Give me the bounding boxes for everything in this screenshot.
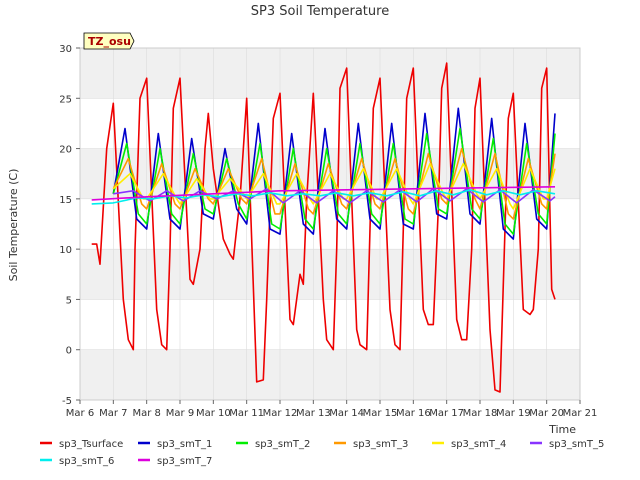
- x-tick-label: Mar 17: [429, 408, 464, 419]
- annotation-text: TZ_osu: [88, 35, 131, 48]
- legend-label: sp3_smT_2: [255, 439, 310, 450]
- x-tick-label: Mar 8: [132, 408, 160, 419]
- x-tick-label: Mar 9: [166, 408, 194, 419]
- background-band: [80, 48, 580, 99]
- y-tick-label: 30: [59, 44, 72, 55]
- x-tick-label: Mar 18: [463, 408, 498, 419]
- legend-item-sp3-smT-2: sp3_smT_2: [236, 439, 310, 450]
- legend-label: sp3_smT_6: [59, 456, 114, 467]
- legend-label: sp3_smT_5: [549, 439, 604, 450]
- x-tick-label: Mar 20: [529, 408, 564, 419]
- x-tick-label: Mar 12: [263, 408, 298, 419]
- legend-label: sp3_smT_7: [157, 456, 212, 467]
- tz-annotation: TZ_osu: [83, 32, 135, 50]
- background-band: [80, 349, 580, 400]
- x-tick-label: Mar 15: [363, 408, 398, 419]
- legend-label: sp3_smT_4: [451, 439, 506, 450]
- y-tick-label: 0: [66, 346, 72, 357]
- x-tick-label: Mar 14: [329, 408, 364, 419]
- y-axis-ticks: -5 0 5 10 15 20 25 30: [59, 44, 80, 407]
- series-line-sp3-smT-6: [91, 189, 556, 205]
- y-axis-label: Soil Temperature (C): [7, 169, 20, 282]
- series-line-sp3-smT-5: [113, 188, 556, 204]
- legend-item-sp3-smT-4: sp3_smT_4: [432, 439, 506, 450]
- x-tick-label: Mar 10: [196, 408, 231, 419]
- legend-label: sp3_smT_3: [353, 439, 408, 450]
- legend-item-sp3-smT-3: sp3_smT_3: [334, 439, 408, 450]
- chart-title: SP3 Soil Temperature: [251, 4, 389, 19]
- series-line-sp3-smT-7: [91, 186, 556, 201]
- legend-item-sp3-smT-5: sp3_smT_5: [530, 439, 604, 450]
- legend-label: sp3_smT_1: [157, 439, 212, 450]
- y-tick-label: 5: [66, 295, 72, 306]
- legend-item-sp3-smT-7: sp3_smT_7: [138, 456, 212, 467]
- series-line-sp3-Tsurface: [91, 62, 556, 393]
- x-axis-label: Time: [548, 423, 576, 436]
- plot-frame: [79, 47, 581, 401]
- x-tick-label: Mar 13: [296, 408, 331, 419]
- y-tick-label: -5: [62, 396, 72, 407]
- legend-label: sp3_Tsurface: [59, 439, 123, 450]
- x-tick-label: Mar 21: [563, 408, 598, 419]
- y-tick-label: 20: [59, 145, 72, 156]
- background-bands: [80, 48, 580, 400]
- x-tick-label: Mar 11: [229, 408, 264, 419]
- background-band: [80, 249, 580, 300]
- annotation-box: [83, 32, 135, 50]
- legend: sp3_Tsurface sp3_smT_1 sp3_smT_2 sp3_smT_3 s…: [40, 439, 604, 467]
- legend-item-sp3-smT-6: sp3_smT_6: [40, 456, 114, 467]
- x-tick-label: Mar 19: [496, 408, 531, 419]
- y-tick-label: 15: [59, 195, 72, 206]
- plot-series: [91, 62, 556, 393]
- x-tick-label: Mar 7: [99, 408, 127, 419]
- legend-item-sp3-Tsurface: sp3_Tsurface: [40, 439, 123, 450]
- x-tick-label: Mar 16: [396, 408, 431, 419]
- series-line-sp3-smT-1: [112, 107, 556, 240]
- legend-item-sp3-smT-1: sp3_smT_1: [138, 439, 212, 450]
- x-tick-label: Mar 6: [66, 408, 94, 419]
- y-tick-label: 25: [59, 94, 72, 105]
- y-tick-label: 10: [59, 245, 72, 256]
